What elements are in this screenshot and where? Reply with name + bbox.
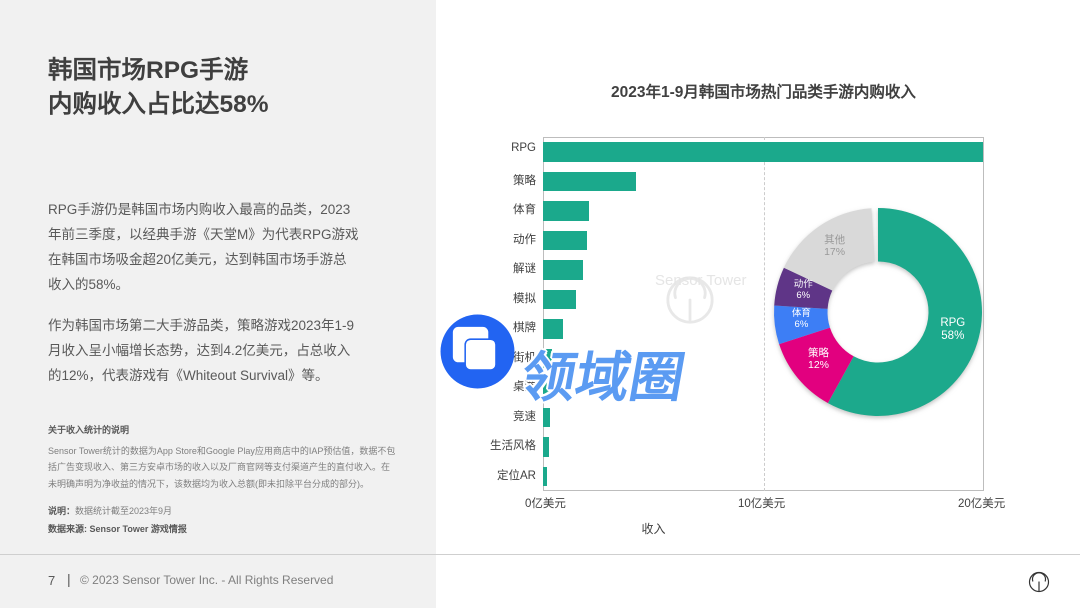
- svg-text:17%: 17%: [824, 246, 845, 258]
- svg-text:其他: 其他: [824, 233, 845, 246]
- svg-text:6%: 6%: [795, 319, 809, 330]
- svg-text:策略: 策略: [808, 346, 829, 359]
- svg-text:12%: 12%: [808, 359, 829, 371]
- svg-text:58%: 58%: [941, 330, 964, 342]
- svg-text:体育: 体育: [792, 307, 811, 319]
- svg-text:6%: 6%: [796, 290, 810, 301]
- svg-text:RPG: RPG: [940, 317, 965, 329]
- svg-text:动作: 动作: [794, 278, 814, 290]
